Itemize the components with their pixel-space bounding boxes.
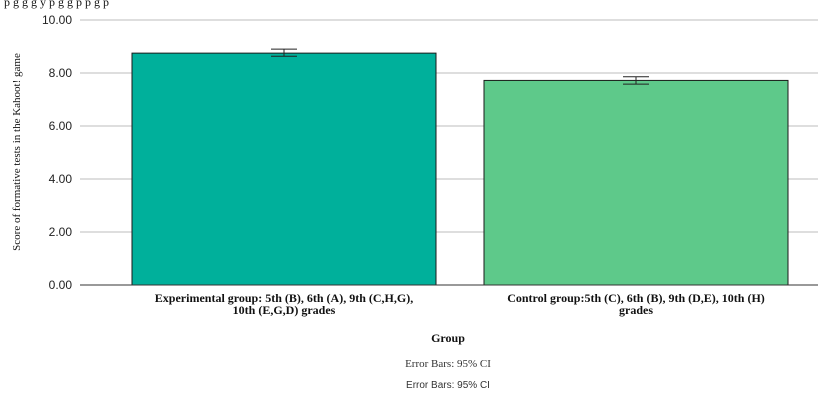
- clipped-title-text: p g g g y p g g p p g p: [4, 0, 109, 9]
- category-labels: Experimental group: 5th (B), 6th (A), 9t…: [155, 291, 765, 317]
- error-bars-note: Error Bars: 95% CI: [405, 358, 491, 370]
- category-label: Control group:5th (C), 6th (B), 9th (D,E…: [507, 291, 765, 305]
- y-tick-label: 2.00: [49, 225, 73, 239]
- y-tick-label: 6.00: [49, 119, 73, 133]
- x-axis-title: Group: [431, 331, 465, 345]
- category-label: Experimental group: 5th (B), 6th (A), 9t…: [155, 291, 413, 305]
- y-tick-label: 4.00: [49, 172, 73, 186]
- y-tick-label: 10.00: [42, 13, 72, 27]
- category-label: grades: [619, 303, 653, 317]
- bars-group: [131, 52, 789, 286]
- y-axis-title: Score of formative tests in the Kahoot! …: [11, 53, 23, 251]
- error-bars-group: [271, 48, 649, 85]
- bar: [483, 79, 789, 286]
- y-tick-label: 8.00: [49, 66, 73, 80]
- y-tick-label: 0.00: [49, 278, 73, 292]
- error-bars-note-secondary: Error Bars: 95% CI: [406, 380, 490, 391]
- y-axis-ticks: 0.00 2.00 4.00 6.00 8.00 10.00: [42, 13, 72, 292]
- bar: [131, 52, 437, 286]
- category-label: 10th (E,G,D) grades: [233, 303, 336, 317]
